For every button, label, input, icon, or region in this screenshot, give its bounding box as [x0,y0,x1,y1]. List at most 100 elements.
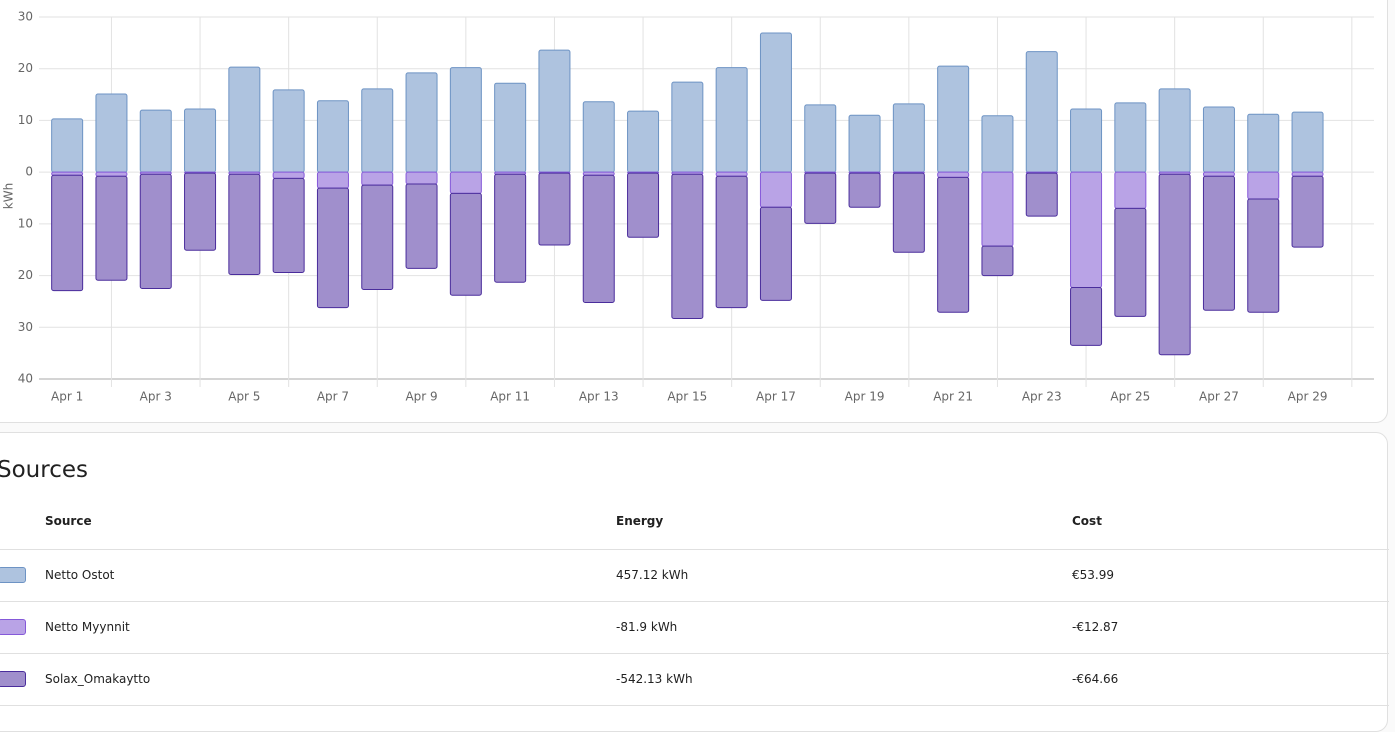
bar [759,32,792,173]
bar [139,109,172,173]
bar [1247,198,1280,313]
bar [1114,102,1147,173]
bar [937,171,970,178]
bar [1247,171,1280,200]
bar [405,183,438,269]
bar [981,171,1014,247]
table-cell: Netto Myynnit [45,620,130,634]
y-tick-label: 40 [18,372,33,386]
legend-swatch [0,619,26,635]
table-cell: Solax_Omakaytto [45,672,151,686]
bar [95,175,128,281]
bar [582,101,615,173]
x-tick-label: Apr 19 [845,390,885,404]
separator [0,549,1389,550]
bar [228,66,261,173]
bar [937,176,970,313]
bar [95,93,128,173]
x-tick-label: Apr 23 [1022,390,1062,404]
bar [449,67,482,173]
bar [715,175,748,309]
bar [51,118,84,173]
table-cell: €53.99 [1072,568,1114,582]
bar [671,81,704,173]
table-cell: -€64.66 [1072,672,1119,686]
y-tick-label: 20 [18,61,33,75]
bar [1202,171,1235,177]
bar [759,171,792,208]
bar [1114,171,1147,209]
bar [184,172,217,251]
bar [538,172,571,246]
bar [1202,106,1235,173]
bar [1114,207,1147,317]
bar [272,89,305,173]
bar [848,114,881,173]
bar [405,171,438,185]
bar [848,172,881,208]
x-tick-label: Apr 11 [490,390,530,404]
x-tick-label: Apr 13 [579,390,619,404]
bar [671,173,704,319]
bar [715,171,748,177]
bar [715,67,748,173]
bar [184,108,217,173]
table-cell: Netto Ostot [45,568,115,582]
y-tick-label: 0 [25,165,33,179]
separator [0,653,1389,654]
y-tick-label: 20 [18,268,33,282]
x-tick-label: Apr 25 [1110,390,1150,404]
y-tick-label: 10 [18,216,33,230]
bar [1291,175,1324,248]
x-tick-label: Apr 3 [140,390,172,404]
bar [892,103,925,173]
bar [981,115,1014,173]
bar [316,187,349,309]
bar [1025,51,1058,173]
bar [316,171,349,189]
bar [804,104,837,173]
bar [272,171,305,179]
bar [627,110,660,173]
bar [361,88,394,173]
bar [316,100,349,173]
chart-card: kWh 40 30 20 10 0 10 20 30 Apr 1 Apr 3 Apr 5 Apr 7 A… [0,0,1388,423]
bar [494,173,527,283]
bar [1291,111,1324,173]
sources-title: Sources [0,457,88,483]
chart: kWh 40 30 20 10 0 10 20 30 Apr 1 Apr 3 Apr 5 Apr 7 A… [2,10,1374,404]
bar [1070,171,1103,288]
bar [449,192,482,296]
table-cell: -81.9 kWh [616,620,678,634]
x-tick-label: Apr 21 [933,390,973,404]
x-tick-label: Apr 29 [1288,390,1328,404]
x-tick-label: Apr 7 [317,390,349,404]
bar [494,82,527,173]
separator [0,705,1389,706]
column-header: Energy [616,514,664,528]
bar [981,245,1014,277]
x-tick-label: Apr 27 [1199,390,1239,404]
table-cell: -542.13 kWh [616,672,693,686]
bar [937,65,970,173]
x-tick-label: Apr 15 [667,390,707,404]
bar [759,206,792,301]
bar [1247,113,1280,173]
bar [1158,88,1191,173]
bar [804,172,837,224]
bar [627,172,660,238]
y-tick-label: 30 [18,10,33,24]
bar [361,184,394,291]
x-tick-label: Apr 1 [51,390,83,404]
bar [538,49,571,173]
table-cell: -€12.87 [1072,620,1119,634]
y-tick-label: 10 [18,113,33,127]
bar [1025,172,1058,217]
sources-card: Sources Source Energy Cost Netto Ostot 457.1… [0,432,1389,732]
bar [1070,108,1103,173]
bar [582,174,615,303]
x-tick-label: Apr 5 [228,390,260,404]
x-tick-label: Apr 17 [756,390,796,404]
bar [361,171,394,186]
